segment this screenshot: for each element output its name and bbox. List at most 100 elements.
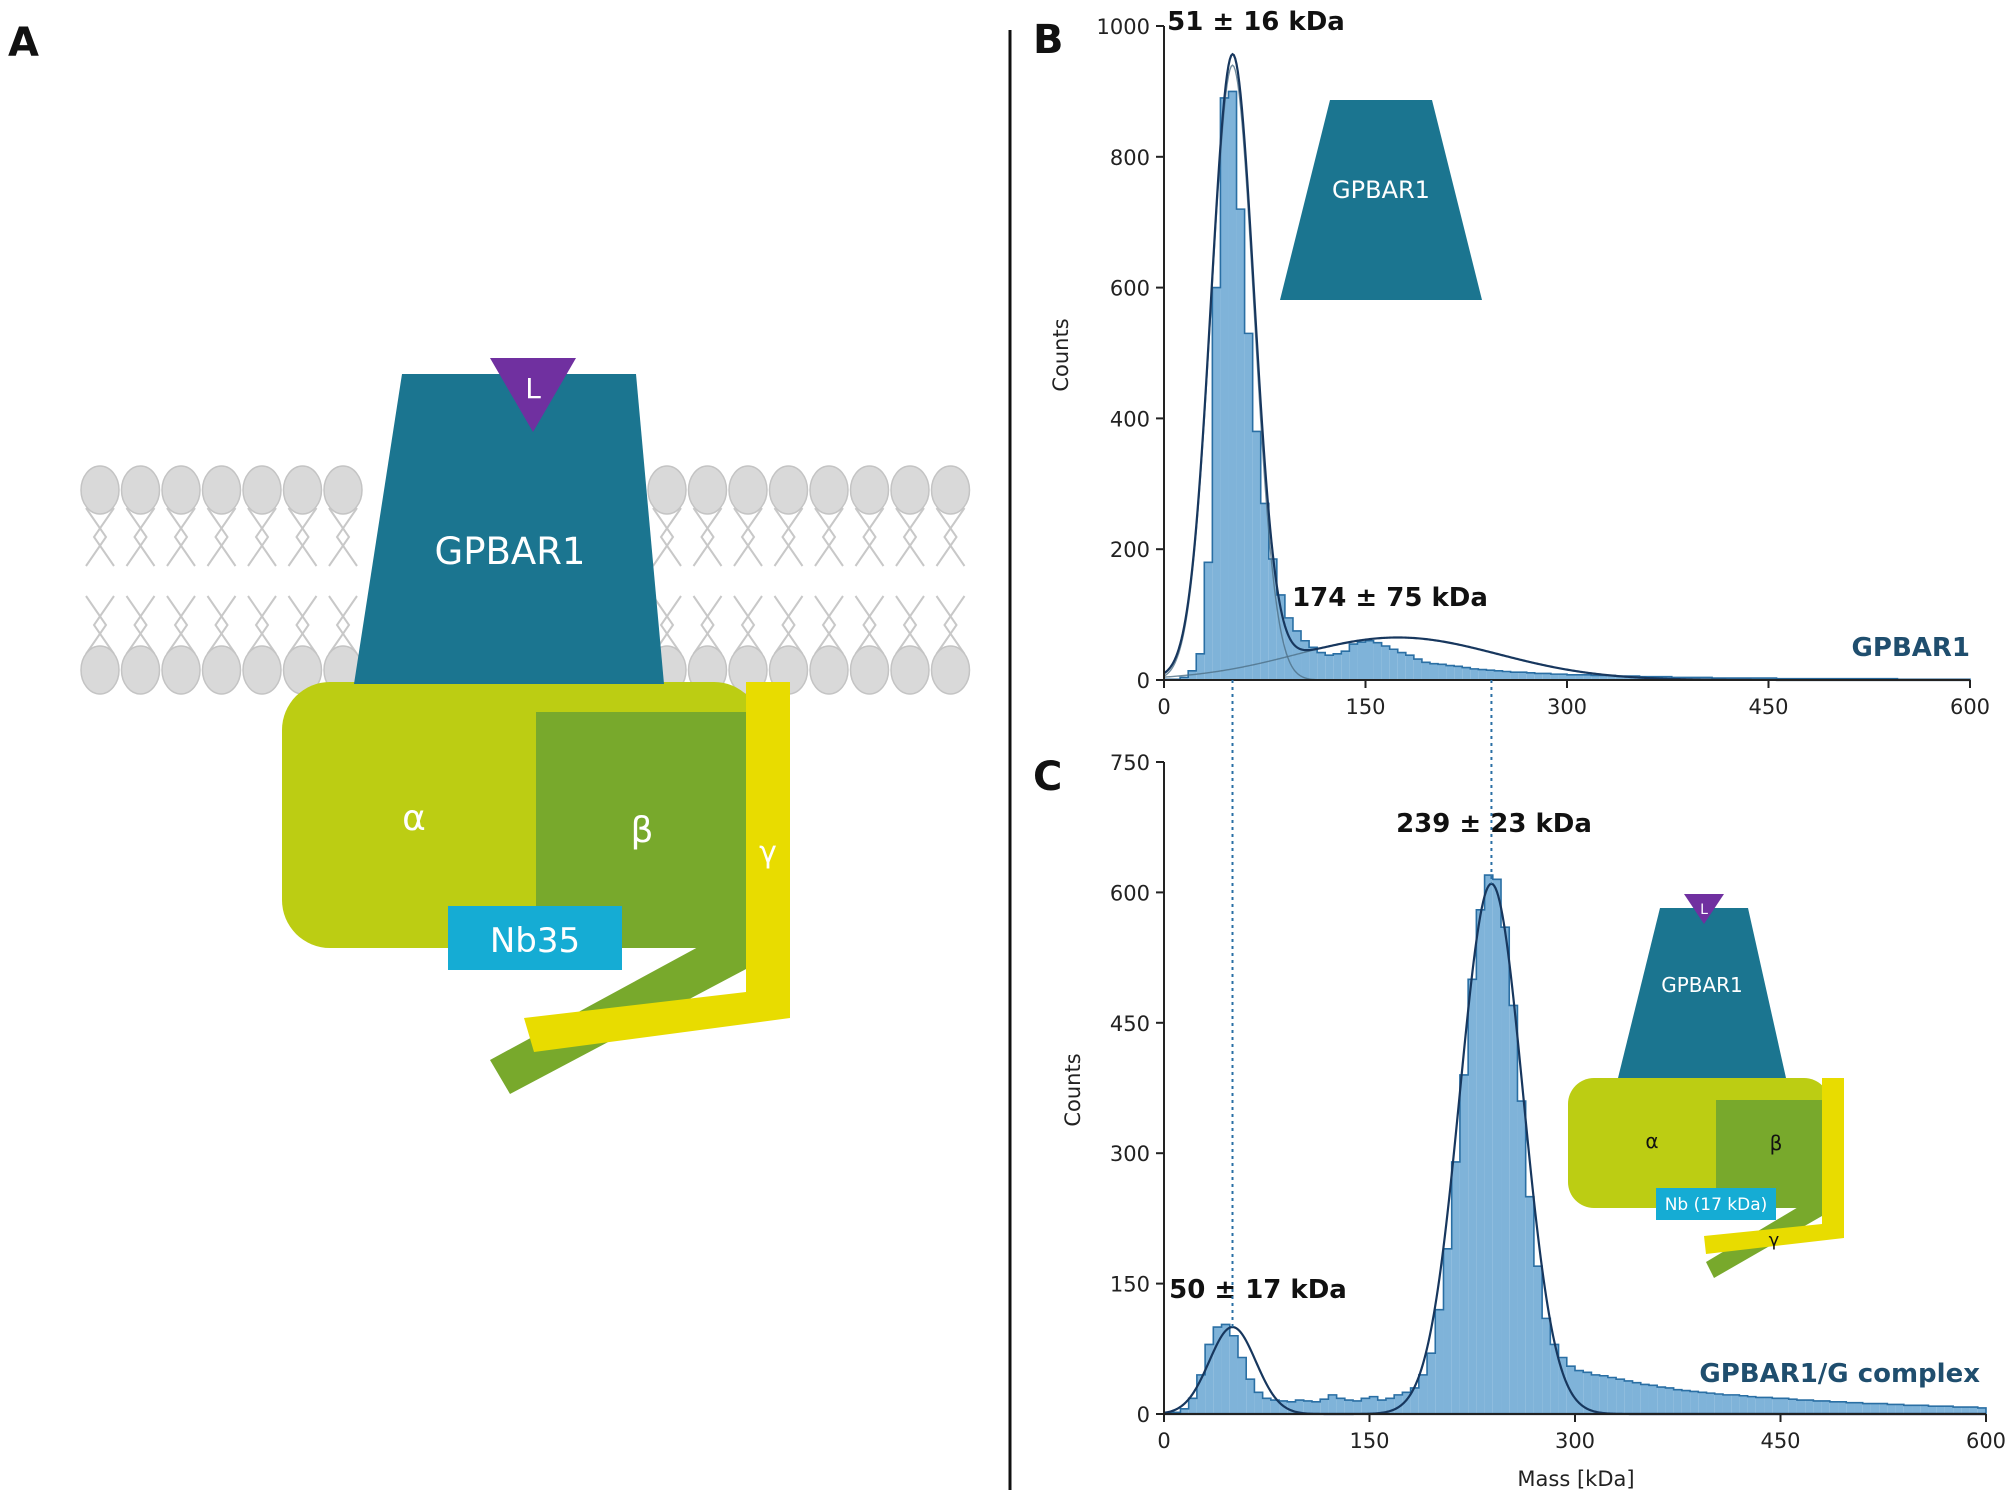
lipid-head [80,465,120,515]
x-tick-label-b: 300 [1547,695,1587,719]
lipid-tail [895,595,918,655]
hist-bar-b [1357,642,1366,680]
hist-bar-c [1533,1266,1543,1414]
hist-bar-c [1344,1400,1354,1414]
hist-bar-c [1895,1404,1904,1414]
nanobody-label: Nb35 [490,921,580,961]
lipid-head [242,645,282,695]
lipid-tail [133,595,156,655]
hist-bar-b [1623,676,1632,680]
hist-bar-b [1583,674,1592,680]
hist-bar-c [1936,1406,1945,1414]
lipid-tail [92,595,115,655]
x-tick-label-b: 150 [1345,695,1385,719]
lipid-tail [814,507,837,567]
hist-bar-c [1838,1401,1847,1414]
panel-letter-a: A [8,20,39,66]
peak-annotation-b-2: 174 ± 75 kDa [1292,583,1488,613]
inset-c-receptor [1618,908,1786,1078]
hist-bar-b [1333,653,1342,680]
lipid-head [80,645,120,695]
hist-bar-c [1459,1074,1469,1414]
hist-bar-c [1550,1344,1559,1414]
lipid-head [161,465,201,515]
lipid-head [161,645,201,695]
hist-bar-c [1353,1400,1362,1414]
lipid-tail [328,595,351,655]
lipid-tail [214,595,237,655]
hist-bar-b [1486,670,1495,680]
inset-c-receptor-label: GPBAR1 [1661,973,1743,997]
inset-c-ligand [1684,894,1724,924]
peak-annotation-b-1: 51 ± 16 kDa [1167,7,1345,37]
histogram-c [1163,874,1987,1414]
hist-bar-b [1260,503,1269,680]
hist-bar-c [1336,1398,1345,1414]
lipid-head [120,465,161,515]
hist-bar-c [1328,1394,1337,1414]
hist-bar-c [1920,1405,1929,1414]
hist-bar-c [1657,1387,1666,1414]
chart-c: 0 150 300 450 600 750 0 150 300 450 600 Counts Mas… [1061,751,2006,1491]
hist-bar-c [1912,1405,1921,1414]
hist-bar-b [1454,666,1463,680]
lipid-head [930,645,971,695]
lipid-tail [85,595,108,655]
lipid-tail [247,595,270,655]
inset-c-beta-label: β [1770,1131,1783,1155]
lipid-tail [166,595,189,655]
hist-bar-b [1421,662,1430,680]
hist-bar-c [1311,1401,1321,1414]
x-tick-label-c: 150 [1349,1429,1389,1453]
hist-bar-b [1373,642,1382,680]
y-tick-label-b: 600 [1110,277,1150,301]
series-label-c: GPBAR1/G complex [1699,1359,1980,1389]
lipid-tail [935,507,958,567]
hist-bar-b [1365,640,1374,680]
hist-bar-b [1204,562,1213,680]
panel-letter-b: B [1033,17,1064,63]
hist-bar-c [1764,1397,1773,1414]
hist-bar-b [1188,670,1197,680]
lipid-head [768,465,809,515]
x-tick-label-c: 600 [1966,1429,2006,1453]
lipid-tail [895,507,918,567]
x-tick-label-c: 0 [1157,1429,1170,1453]
histogram-b [1163,90,1971,681]
hist-bar-b [1470,668,1479,680]
lipid-head [120,645,161,695]
lipid-tail [700,595,723,655]
hist-bar-b [1494,670,1503,680]
y-axis-label-b: Counts [1049,318,1073,391]
hist-bar-c [1599,1375,1608,1414]
x-tick-label-b: 450 [1748,695,1788,719]
hist-bar-c [1706,1393,1715,1414]
hist-bar-b [1510,672,1519,680]
g-gamma-subunit [524,682,790,1052]
hist-bar-c [1213,1327,1222,1414]
hist-bar-c [1509,1005,1518,1414]
y-tick-label-b: 0 [1137,669,1150,693]
lipid-tail [247,507,270,567]
y-tick-label-c: 600 [1110,881,1150,905]
hist-bar-c [1320,1399,1329,1414]
inset-c-alpha-label: α [1645,1129,1658,1153]
hist-bar-c [1435,1309,1444,1414]
hist-bar-c [1829,1401,1839,1414]
y-tick-label-c: 750 [1110,751,1150,775]
lipid-head [890,465,930,515]
hist-bar-c [1780,1398,1789,1414]
hist-bar-c [1180,1408,1189,1414]
lipid-tail [733,507,756,567]
y-tick-label-c: 450 [1110,1012,1150,1036]
hist-bar-b [1228,91,1237,680]
hist-bar-c [1254,1392,1263,1414]
hist-bar-c [1484,875,1493,1414]
ligand-label: L [525,372,541,405]
lipid-head [809,465,849,515]
hist-bar-c [1575,1370,1584,1414]
lipid-tail [166,507,189,567]
lipid-tail [781,595,804,655]
hist-bar-c [1229,1335,1238,1414]
hist-bar-c [1805,1400,1814,1414]
